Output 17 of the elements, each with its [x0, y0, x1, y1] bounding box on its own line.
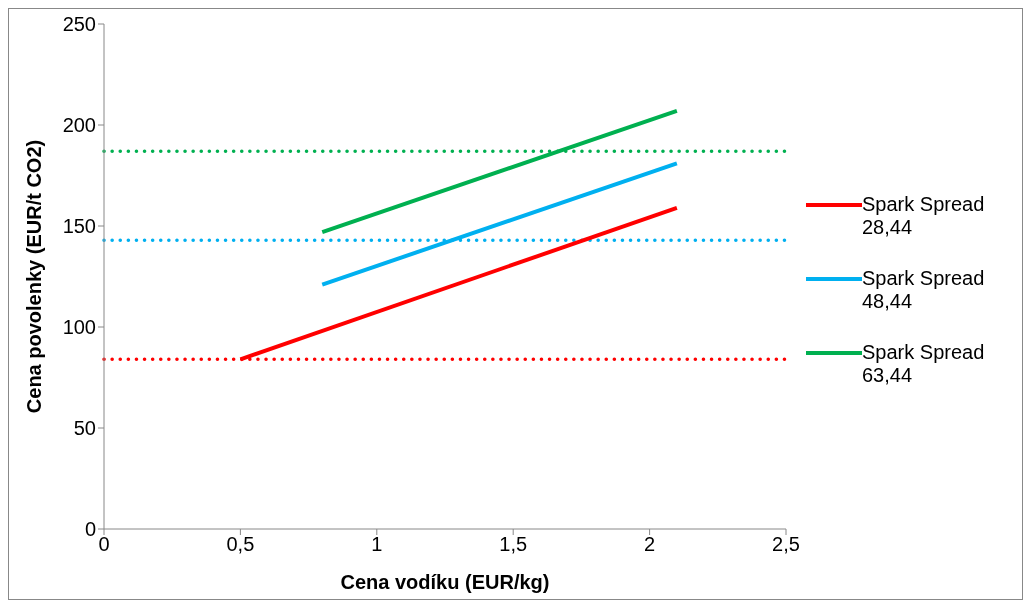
x-tick-label: 2,5: [772, 533, 800, 556]
y-tick-label: 250: [62, 13, 96, 36]
x-axis-title: Cena vodíku (EUR/kg): [340, 571, 550, 593]
x-tick-label: 2: [644, 533, 656, 556]
legend-label: Spark Spread 48,44: [862, 267, 986, 313]
y-tick-label: 50: [73, 417, 96, 440]
legend-label: Spark Spread 28,44: [862, 193, 986, 239]
y-tick-label: 150: [62, 215, 96, 238]
y-tick-label: 100: [62, 316, 96, 339]
x-tick-label: 1: [371, 533, 383, 556]
x-tick-label: 0,5: [226, 533, 255, 556]
x-tick-label: 1,5: [499, 533, 528, 556]
y-axis-title: Cena povolenky (EUR/t CO2): [23, 139, 46, 414]
y-tick-label: 0: [84, 518, 96, 541]
legend-label: Spark Spread 63,44: [862, 341, 986, 387]
y-tick-label: 200: [62, 114, 96, 137]
x-tick-label: 0: [98, 533, 110, 556]
